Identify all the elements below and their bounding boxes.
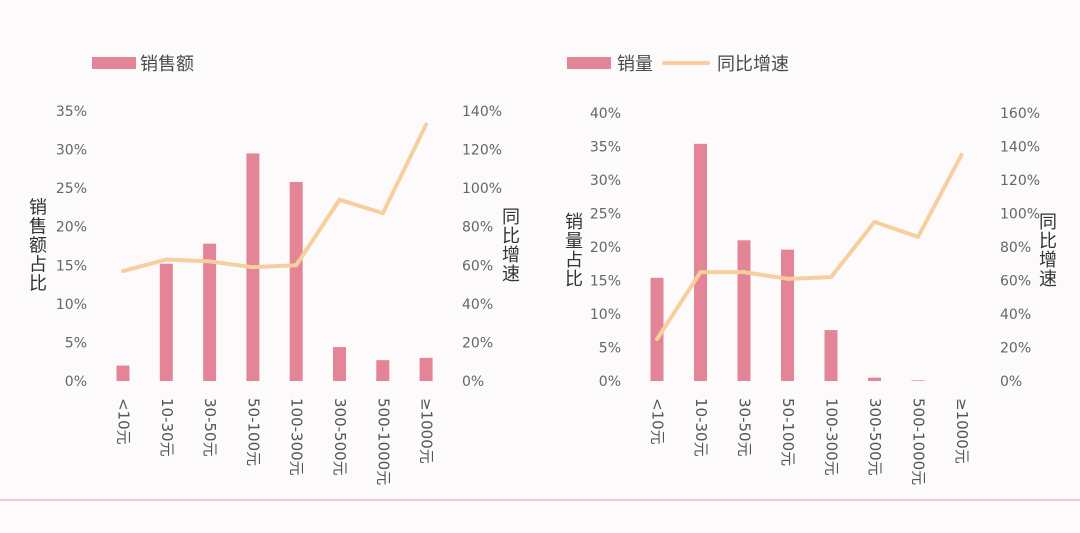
- x-category-label: <10元: [649, 398, 667, 445]
- y-tick-label: 40%: [590, 106, 621, 122]
- y-tick-label: 25%: [56, 181, 87, 197]
- y-tick-label: 15%: [56, 258, 87, 274]
- bar-4: [824, 330, 838, 381]
- y2-tick-label: 120%: [1000, 173, 1040, 189]
- x-category-label: 100-300元: [823, 398, 841, 476]
- x-category-label: <10元: [115, 398, 133, 445]
- y-tick-label: 30%: [56, 143, 87, 159]
- x-category-label: ≥1000元: [953, 398, 971, 464]
- bar-0: [650, 277, 664, 381]
- bar-5: [333, 347, 346, 381]
- y-tick-label: 35%: [56, 104, 87, 120]
- y2-axis-title: 同比增速: [1036, 212, 1057, 288]
- x-category-label: 100-300元: [288, 398, 306, 476]
- legend-bar-swatch: [567, 57, 611, 69]
- bar-5: [868, 377, 881, 381]
- legend-label: 销售额: [140, 54, 194, 75]
- y-tick-label: 20%: [56, 220, 87, 236]
- y2-tick-label: 80%: [462, 220, 493, 236]
- bar-0: [116, 365, 130, 381]
- x-category-label: 50-100元: [779, 398, 797, 466]
- y-tick-label: 30%: [590, 173, 621, 189]
- y-tick-label: 10%: [56, 297, 87, 313]
- bar-4: [289, 181, 303, 381]
- y-tick-label: 10%: [590, 307, 621, 323]
- y2-tick-label: 160%: [1000, 106, 1040, 122]
- y2-tick-label: 40%: [462, 297, 493, 313]
- y2-tick-label: 120%: [462, 143, 502, 159]
- legend-label: 同比增速: [717, 54, 789, 75]
- y2-tick-label: 80%: [1000, 240, 1031, 256]
- x-category-label: 50-100元: [244, 398, 262, 466]
- x-category-label: 30-50元: [736, 398, 754, 457]
- bar-1: [694, 143, 707, 381]
- x-category-label: 300-500元: [331, 398, 349, 476]
- y-tick-label: 25%: [590, 207, 621, 223]
- growth-line: [655, 152, 964, 342]
- x-category-label: 10-30元: [692, 398, 710, 457]
- y2-tick-label: 20%: [1000, 341, 1031, 357]
- x-category-label: 500-1000元: [910, 398, 928, 485]
- y-tick-label: 0%: [65, 374, 87, 390]
- bar-7: [419, 357, 433, 381]
- y-tick-label: 0%: [599, 374, 621, 390]
- y2-tick-label: 60%: [1000, 274, 1031, 290]
- y2-tick-label: 100%: [462, 181, 502, 197]
- bar-2: [203, 243, 217, 381]
- y2-tick-label: 0%: [462, 374, 484, 390]
- y-tick-label: 15%: [590, 274, 621, 290]
- bar-6: [911, 380, 925, 381]
- y-axis-title: 销售额占比: [26, 197, 47, 292]
- x-category-label: 300-500元: [866, 398, 884, 476]
- x-category-label: ≥1000元: [418, 398, 436, 464]
- y-tick-label: 20%: [590, 240, 621, 256]
- y-axis-title: 销量占比: [562, 212, 583, 288]
- x-category-label: 30-50元: [201, 398, 219, 457]
- y2-tick-label: 60%: [462, 258, 493, 274]
- y2-tick-label: 140%: [462, 104, 502, 120]
- legend-label: 销量: [617, 54, 653, 75]
- bar-6: [376, 360, 390, 381]
- bar-2: [737, 240, 751, 381]
- y2-tick-label: 20%: [462, 335, 493, 351]
- y2-tick-label: 100%: [1000, 207, 1040, 223]
- x-category-label: 500-1000元: [374, 398, 392, 485]
- y-tick-label: 35%: [590, 140, 621, 156]
- bar-3: [781, 249, 794, 381]
- bar-1: [159, 263, 173, 381]
- y2-axis-title: 同比增速: [499, 207, 520, 283]
- y2-tick-label: 40%: [1000, 307, 1031, 323]
- y2-tick-label: 140%: [1000, 140, 1040, 156]
- y-tick-label: 5%: [599, 341, 621, 357]
- y2-tick-label: 0%: [1000, 374, 1022, 390]
- growth-line: [121, 122, 429, 274]
- legend-bar-swatch: [92, 57, 136, 69]
- x-category-label: 10-30元: [158, 398, 176, 457]
- y-tick-label: 5%: [65, 335, 87, 351]
